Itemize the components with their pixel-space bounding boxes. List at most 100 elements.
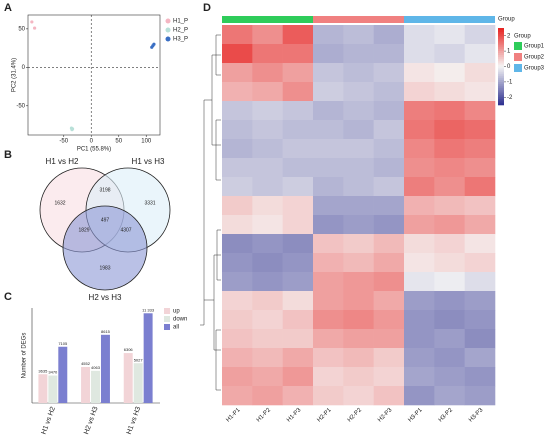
- heat-cell: [313, 63, 344, 83]
- legend-swatch: [514, 53, 522, 61]
- heat-cell: [313, 101, 344, 121]
- column-label: H2-P2: [347, 407, 364, 424]
- colorbar-step: [498, 43, 504, 46]
- colorbar-step: [498, 37, 504, 40]
- heat-cell: [464, 196, 496, 216]
- heat-cell: [282, 253, 314, 273]
- legend-swatch: [165, 27, 171, 33]
- heat-cell: [464, 310, 496, 330]
- heat-cell: [282, 82, 314, 102]
- value-label: 7105: [58, 341, 68, 346]
- heat-cell: [313, 367, 344, 387]
- legend-swatch: [514, 64, 522, 72]
- region-count: 4307: [120, 227, 131, 233]
- column-label: H1-P1: [225, 407, 242, 424]
- heat-cell: [222, 234, 253, 254]
- x-tick-label: H2 vs H3: [83, 406, 99, 436]
- colorbar-step: [498, 72, 504, 75]
- heat-cell: [252, 120, 283, 140]
- heat-cell: [252, 329, 283, 349]
- value-label: 3470: [48, 370, 58, 375]
- heat-cell: [282, 348, 314, 368]
- bar: [48, 375, 58, 403]
- heat-cell: [434, 215, 465, 235]
- panel-label: D: [203, 2, 211, 14]
- legend-swatch: [164, 324, 170, 330]
- colorbar-step: [498, 45, 504, 48]
- heat-cell: [434, 196, 465, 216]
- heat-cell: [343, 82, 374, 102]
- heat-cell: [313, 291, 344, 311]
- heat-cell: [404, 25, 435, 45]
- legend-swatch: [165, 18, 171, 24]
- heat-cell: [222, 25, 253, 45]
- colorbar-step: [498, 64, 504, 67]
- heat-cell: [373, 367, 405, 387]
- heat-cell: [282, 310, 314, 330]
- heat-cell: [313, 215, 344, 235]
- x-tick-label: -50: [59, 139, 68, 145]
- column-label: H2-P3: [377, 407, 394, 424]
- colorbar-label: 0: [507, 64, 511, 70]
- heat-cell: [434, 101, 465, 121]
- colorbar-step: [498, 78, 504, 81]
- legend-label: Group3: [524, 66, 545, 72]
- colorbar-step: [498, 53, 504, 56]
- colorbar-step: [498, 83, 504, 87]
- heat-cell: [313, 25, 344, 45]
- heat-cell: [313, 329, 344, 349]
- heat-cell: [434, 120, 465, 140]
- y-tick-label: -50: [16, 103, 25, 109]
- heat-cell: [373, 44, 405, 64]
- heat-cell: [373, 272, 405, 292]
- heat-cell: [404, 329, 435, 349]
- heat-cell: [373, 253, 405, 273]
- bar: [91, 370, 100, 403]
- heat-cell: [464, 44, 496, 64]
- colorbar-step: [498, 66, 504, 69]
- colorbar-step: [498, 99, 504, 102]
- legend-label: Group2: [524, 55, 545, 61]
- heat-cell: [222, 158, 253, 178]
- legend-swatch: [164, 308, 170, 314]
- heat-cell: [464, 367, 496, 387]
- heat-cell: [434, 158, 465, 178]
- heat-cell: [343, 310, 374, 330]
- heat-cell: [434, 310, 465, 330]
- heat-cell: [282, 25, 314, 45]
- heat-cell: [373, 120, 405, 140]
- column-label: H3-P1: [407, 407, 424, 424]
- column-label: H2-P1: [316, 407, 333, 424]
- heat-cell: [252, 101, 283, 121]
- heat-cell: [222, 367, 253, 387]
- heat-cell: [434, 25, 465, 45]
- panel-label: A: [4, 2, 12, 14]
- heat-cell: [313, 196, 344, 216]
- y-tick-label: 50: [18, 26, 25, 32]
- legend-label: up: [173, 309, 180, 315]
- colorbar-label: -2: [507, 95, 513, 101]
- heat-cell: [343, 253, 374, 273]
- colorbar-step: [498, 33, 504, 36]
- heat-cell: [434, 82, 465, 102]
- heat-cell: [252, 310, 283, 330]
- heat-cell: [252, 63, 283, 83]
- heat-cell: [404, 82, 435, 102]
- heat-cell: [252, 82, 283, 102]
- bar: [81, 366, 91, 403]
- heat-cell: [373, 291, 405, 311]
- colorbar-step: [498, 31, 504, 35]
- heat-cell: [313, 158, 344, 178]
- bar: [100, 334, 110, 403]
- heat-cell: [252, 367, 283, 387]
- legend-label: Group1: [524, 44, 545, 50]
- heat-cell: [282, 272, 314, 292]
- heat-cell: [373, 177, 405, 197]
- heat-cell: [282, 139, 314, 159]
- heat-cell: [373, 63, 405, 83]
- x-tick-label: H1 vs H3: [126, 406, 142, 436]
- set-label: H1 vs H2: [46, 157, 79, 166]
- heat-cell: [222, 63, 253, 83]
- legend-label: H3_P: [173, 37, 188, 43]
